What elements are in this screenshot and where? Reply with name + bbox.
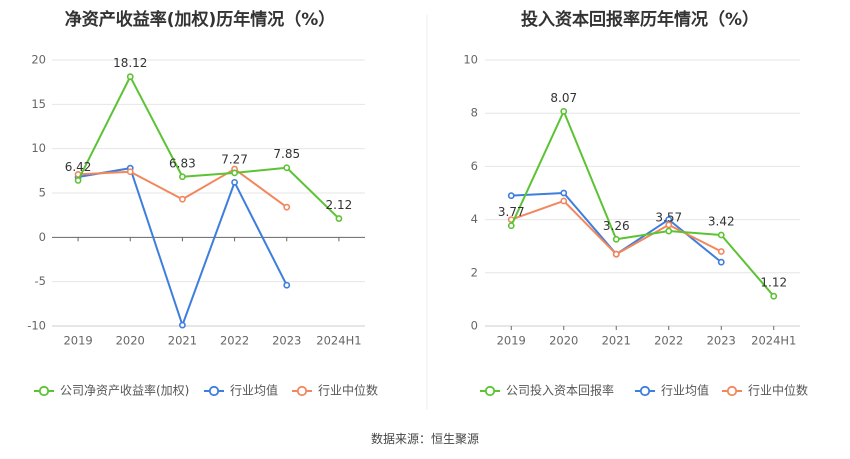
data-label: 8.07 bbox=[550, 91, 577, 105]
y-tick-label: 10 bbox=[463, 53, 478, 67]
y-tick-label: 8 bbox=[471, 106, 478, 120]
data-point-0 bbox=[717, 231, 725, 239]
legend-label: 行业中位数 bbox=[318, 383, 378, 398]
legend-item-2: 行业中位数 bbox=[292, 383, 378, 398]
data-point-0 bbox=[507, 222, 515, 230]
x-tick-label: 2022 bbox=[220, 334, 249, 348]
chart-title: 净资产收益率(加权)历年情况（%） bbox=[65, 9, 336, 30]
y-tick-label: -10 bbox=[27, 319, 46, 333]
legend-swatch-marker bbox=[208, 385, 220, 397]
roic-chart: 投入资本回报率历年情况（%） 10 8 6 4 2 0 2019 2020 2021 2022 202… bbox=[463, 9, 808, 398]
x-tick-label: 2024H1 bbox=[316, 334, 361, 348]
legend-label: 公司净资产收益率(加权) bbox=[60, 383, 189, 398]
roe-chart: 净资产收益率(加权)历年情况（%） 20 15 10 5 0 -5 -10 2019 2020 20… bbox=[27, 9, 378, 398]
legend-item-1: 行业均值 bbox=[635, 383, 709, 398]
data-point-0 bbox=[126, 73, 134, 81]
legend-item-2: 行业中位数 bbox=[722, 383, 808, 398]
legend-swatch-marker bbox=[726, 385, 738, 397]
legend-label: 公司投入资本回报率 bbox=[506, 383, 614, 398]
x-tick-label: 2024H1 bbox=[751, 334, 796, 348]
x-tick-label: 2021 bbox=[602, 334, 631, 348]
data-point-1 bbox=[231, 178, 238, 186]
legend-item-0: 公司投入资本回报率 bbox=[480, 383, 614, 398]
y-tick-label: 20 bbox=[31, 53, 46, 67]
y-tick-label: 2 bbox=[471, 265, 478, 279]
data-point-2 bbox=[126, 168, 134, 176]
data-point-0 bbox=[283, 164, 291, 172]
chart-title: 投入资本回报率历年情况（%） bbox=[521, 9, 759, 30]
data-point-0 bbox=[665, 227, 673, 235]
data-label: 3.77 bbox=[498, 205, 525, 219]
x-tick-label: 2022 bbox=[654, 334, 683, 348]
series-line-0 bbox=[510, 110, 775, 297]
x-tick-label: 2019 bbox=[63, 334, 92, 348]
x-tick-label: 2020 bbox=[549, 334, 578, 348]
data-point-1 bbox=[717, 258, 725, 266]
y-tick-label: -5 bbox=[35, 274, 46, 288]
data-point-2 bbox=[612, 250, 620, 258]
data-label: 3.57 bbox=[655, 211, 682, 225]
data-point-2 bbox=[665, 221, 673, 229]
y-tick-label: 0 bbox=[471, 319, 478, 333]
y-tick-label: 4 bbox=[471, 212, 478, 226]
data-point-0 bbox=[770, 292, 778, 300]
data-label: 6.42 bbox=[65, 160, 92, 174]
data-point-0 bbox=[179, 173, 186, 181]
x-tick-label: 2023 bbox=[707, 334, 736, 348]
data-label: 1.12 bbox=[760, 276, 787, 290]
legend-item-1: 行业均值 bbox=[204, 383, 278, 398]
legend-label: 行业中位数 bbox=[748, 383, 808, 398]
y-tick-label: 6 bbox=[471, 159, 478, 173]
data-point-2 bbox=[717, 248, 725, 255]
data-point-2 bbox=[179, 195, 186, 203]
data-point-2 bbox=[283, 203, 291, 211]
data-label: 3.26 bbox=[603, 219, 630, 233]
y-tick-label: 10 bbox=[31, 141, 46, 155]
legend-label: 行业均值 bbox=[661, 383, 709, 398]
data-point-1 bbox=[507, 192, 515, 200]
x-tick-label: 2023 bbox=[272, 334, 301, 348]
data-point-1 bbox=[283, 281, 291, 289]
legend-swatch-marker bbox=[296, 385, 308, 397]
legend-swatch-marker bbox=[639, 385, 651, 397]
legend-swatch-marker bbox=[484, 385, 496, 397]
y-tick-label: 0 bbox=[39, 230, 46, 244]
data-label: 6.83 bbox=[169, 156, 196, 170]
data-source: 数据来源：恒生聚源 bbox=[371, 431, 479, 446]
data-point-0 bbox=[231, 169, 238, 177]
data-point-1 bbox=[179, 321, 186, 329]
data-point-0 bbox=[612, 235, 620, 243]
y-tick-label: 15 bbox=[31, 97, 46, 111]
data-point-0 bbox=[560, 107, 568, 115]
data-label: 7.85 bbox=[273, 147, 300, 161]
x-tick-label: 2021 bbox=[168, 334, 197, 348]
legend-item-0: 公司净资产收益率(加权) bbox=[34, 383, 189, 398]
data-point-0 bbox=[335, 215, 343, 222]
x-tick-label: 2020 bbox=[116, 334, 145, 348]
x-tick-label: 2019 bbox=[497, 334, 526, 348]
data-label: 2.12 bbox=[326, 198, 353, 212]
data-point-0 bbox=[74, 177, 82, 184]
series-line-1 bbox=[77, 167, 288, 327]
y-tick-label: 5 bbox=[39, 186, 46, 200]
data-label: 7.27 bbox=[221, 152, 248, 166]
series-line-0 bbox=[77, 75, 340, 220]
legend-swatch-marker bbox=[38, 385, 50, 397]
data-point-2 bbox=[560, 197, 568, 205]
data-label: 3.42 bbox=[708, 215, 735, 229]
data-point-1 bbox=[560, 189, 568, 197]
legend-label: 行业均值 bbox=[230, 383, 278, 398]
data-label: 18.12 bbox=[113, 56, 147, 70]
